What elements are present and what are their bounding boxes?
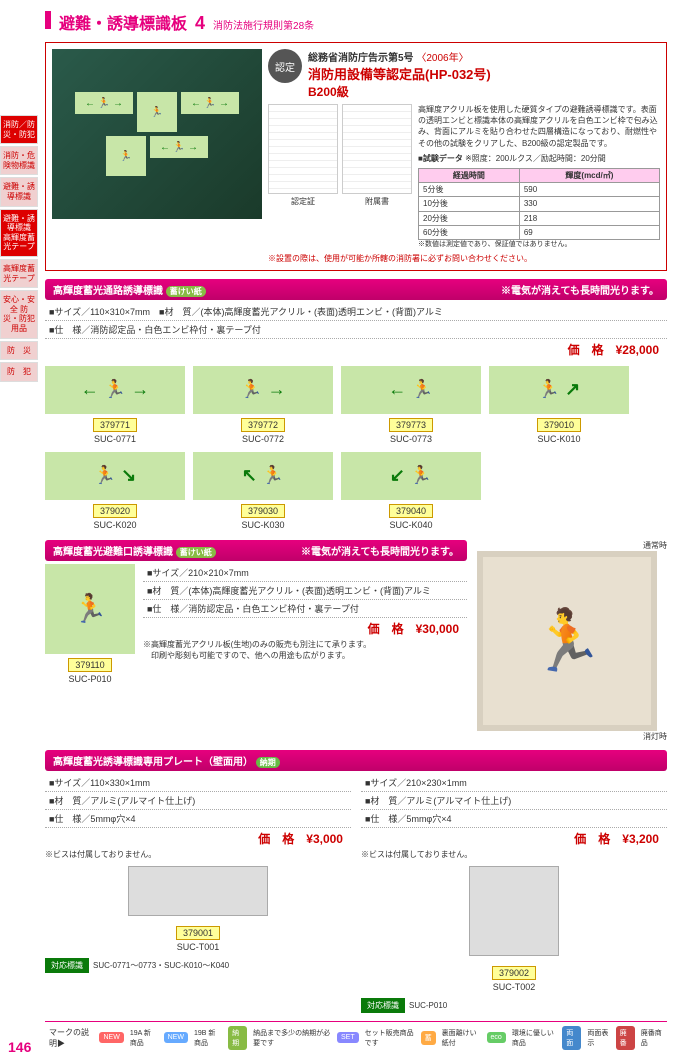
section1-header: 高輝度蓄光通路誘導標識 蓄けい紙 ※電気が消えても長時間光ります。 — [45, 279, 667, 300]
product-code: 379001 — [176, 926, 220, 940]
legend: マークの説明▶NEW19A 新商品NEW19B 新商品納期納品まで多少の納期が必… — [45, 1021, 667, 1054]
sidebar-tab[interactable]: 防 災 — [0, 341, 38, 361]
product-sign: ↙ 🏃 — [341, 452, 481, 500]
product-item: ← 🏃 →379771SUC-0771 — [45, 366, 185, 444]
product-sign: ↖ 🏃 — [193, 452, 333, 500]
product-sign: 🏃 ↘ — [45, 452, 185, 500]
legend-icon: 廃番 — [616, 1026, 635, 1050]
product-item: 🏃 →379772SUC-0772 — [193, 366, 333, 444]
cert-stamp: 認定 — [268, 49, 302, 83]
install-warning: ※設置の際は、使用が可能か所轄の消防署に必ずお問い合わせください。 — [268, 253, 660, 264]
page-number: 146 — [8, 1039, 31, 1055]
product-code: 379002 — [492, 966, 536, 980]
product-photo: ← 🏃 →🏃 ← 🏃 →🏃 ← 🏃 → — [52, 49, 262, 219]
plate-image — [128, 866, 268, 916]
product-item: ↖ 🏃379030SUC-K030 — [193, 452, 333, 530]
legend-icon: 両面 — [562, 1026, 581, 1050]
product-code: 379772 — [241, 418, 285, 432]
product-code: 379030 — [241, 504, 285, 518]
sidebar-tab[interactable]: 避難・誘導標識 高輝度蓄光テープ — [0, 209, 38, 257]
legend-icon: NEW — [164, 1032, 188, 1043]
legend-icon: 蓄 — [421, 1031, 436, 1045]
cert-doc — [342, 104, 412, 194]
page-title: 避難・誘導標識板 — [59, 10, 187, 34]
legend-icon: SET — [337, 1032, 359, 1043]
product-item: 🏃 ↘379020SUC-K020 — [45, 452, 185, 530]
product-sign: 🏃 — [45, 564, 135, 654]
plate-image — [469, 866, 559, 956]
sec1-price: 価 格 ¥28,000 — [45, 339, 667, 360]
product-sign: ← 🏃 → — [45, 366, 185, 414]
cert-desc: 高輝度アクリル板を使用した硬質タイプの避難誘導標識です。表面の透明エンビと標識本… — [418, 104, 660, 149]
product-code: 379773 — [389, 418, 433, 432]
product-code: 379010 — [537, 418, 581, 432]
product-item: ← 🏃379773SUC-0773 — [341, 366, 481, 444]
product-code: 379771 — [93, 418, 137, 432]
sidebar-tab[interactable]: 安心・安全 防災・防犯用品 — [0, 290, 38, 338]
legend-icon: 納期 — [228, 1026, 247, 1050]
product-item: 🏃 ↗379010SUC-K010 — [489, 366, 629, 444]
sidebar-tab[interactable]: 消防／防災・防犯 — [0, 115, 38, 144]
product-code: 379110 — [68, 658, 111, 672]
sidebar-tab[interactable]: 防 犯 — [0, 362, 38, 382]
sec2-price: 価 格 ¥30,000 — [143, 618, 467, 639]
test-data-table: 経過時間輝度(mcd/㎡)5分後59010分後33020分後21860分後69 — [418, 168, 660, 240]
product-sign: ← 🏃 — [341, 366, 481, 414]
cert-doc — [268, 104, 338, 194]
product-item: ↙ 🏃379040SUC-K040 — [341, 452, 481, 530]
product-code: 379020 — [93, 504, 137, 518]
cert-title: 消防用設備等認定品(HP-032号) — [308, 64, 660, 83]
product-photo-large: 🏃 — [477, 551, 657, 731]
product-sign: 🏃 ↗ — [489, 366, 629, 414]
product-sign: 🏃 → — [193, 366, 333, 414]
sidebar-tab[interactable]: 高輝度蓄光テープ — [0, 259, 38, 288]
legend-icon: NEW — [99, 1032, 123, 1043]
section3-header: 高輝度蓄光誘導標識専用プレート（壁面用） 納期 — [45, 750, 667, 771]
sidebar-tab[interactable]: 消防・危険物標識 — [0, 146, 38, 175]
section2-header: 高輝度蓄光避難口誘導標識 蓄けい紙 ※電気が消えても長時間光ります。 — [45, 540, 467, 561]
page-header: 避難・誘導標識板 4 消防法施行規則第28条 — [45, 10, 667, 34]
cert-box: ← 🏃 →🏃 ← 🏃 →🏃 ← 🏃 → 認定 総務省消防庁告示第5号 〈2006… — [45, 42, 667, 271]
sidebar-tab[interactable]: 避難・誘導標識 — [0, 177, 38, 206]
product-code: 379040 — [389, 504, 433, 518]
legend-icon: eco — [487, 1032, 506, 1043]
